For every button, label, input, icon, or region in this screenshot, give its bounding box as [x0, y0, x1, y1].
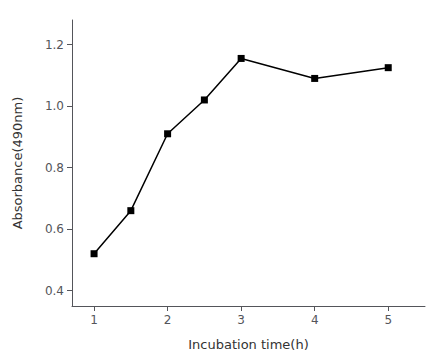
svg-text:2: 2 — [164, 313, 172, 327]
svg-text:0.4: 0.4 — [45, 284, 64, 298]
svg-text:Incubation time(h): Incubation time(h) — [188, 337, 308, 352]
svg-text:1.0: 1.0 — [45, 99, 64, 113]
svg-text:0.6: 0.6 — [45, 222, 64, 236]
svg-text:Absorbance(490nm): Absorbance(490nm) — [10, 97, 25, 230]
svg-text:3: 3 — [237, 313, 245, 327]
svg-text:1.2: 1.2 — [45, 38, 64, 52]
svg-text:4: 4 — [311, 313, 319, 327]
svg-text:5: 5 — [384, 313, 392, 327]
svg-text:1: 1 — [90, 313, 98, 327]
svg-text:0.8: 0.8 — [45, 161, 64, 175]
